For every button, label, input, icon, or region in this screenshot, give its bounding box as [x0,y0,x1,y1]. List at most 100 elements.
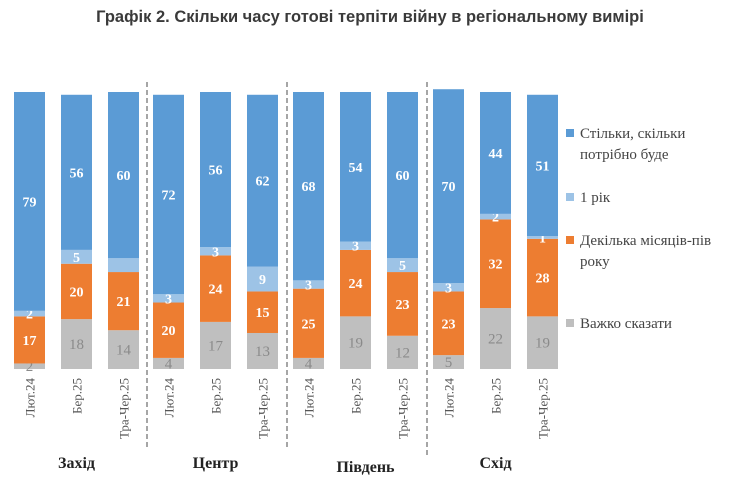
x-tick-label: Бер.25 [70,378,85,414]
data-label: 5 [445,355,453,371]
bar-segment [61,94,92,250]
x-tick-label: Бер.25 [489,378,504,414]
bar-segment [61,319,92,369]
legend-swatch [566,129,574,137]
legend-swatch [566,236,574,244]
bar-segment [340,92,371,242]
bar-segment [433,291,464,356]
data-label: 4 [305,356,313,372]
legend-swatch [566,319,574,327]
bar-segment [153,294,184,303]
bar-segment [200,92,231,248]
bar-segment [14,363,45,369]
data-label: 14 [116,343,132,359]
data-label: 5 [399,259,406,274]
bar-segment [293,288,324,358]
chart-title: Графік 2. Скільки часу готові терпіти ві… [96,8,644,26]
bar-segment [200,247,231,256]
data-label: 70 [442,180,456,195]
legend-label: Стільки, скільки потрібно буде [580,126,685,163]
data-label: 54 [349,161,363,176]
data-label: 4 [165,356,173,372]
data-label: 72 [162,188,176,203]
bar-segment [433,89,464,284]
data-label: 60 [396,169,410,184]
data-label: 3 [165,292,172,307]
data-label: 3 [352,240,359,255]
bar-segment [108,330,139,369]
data-label: 3 [305,279,312,294]
bar-segment [14,92,45,311]
bar-segment [61,249,92,264]
bar-segment [480,308,511,369]
bar-segment [14,316,45,364]
group-label: Центр [193,455,239,472]
bar-segment [153,357,184,369]
x-tick-label: Тра-Чер.25 [256,378,271,439]
x-tick-label: Бер.25 [209,378,224,414]
bar-segment [247,266,278,292]
bar-segment [108,92,139,259]
group-label: Південь [336,459,395,476]
data-label: 51 [536,159,550,174]
data-label: 32 [489,258,503,273]
data-label: 2 [26,359,34,375]
data-label: 79 [23,195,37,210]
data-label: 20 [162,324,176,339]
data-label: 25 [302,317,316,332]
data-label: 3 [445,281,452,296]
data-label: 19 [348,336,363,352]
data-label: 5 [73,251,80,266]
x-tick-label: Тра-Чер.25 [396,378,411,439]
data-label: 9 [259,273,266,288]
data-label: 15 [256,306,270,321]
bar-segment [480,219,511,309]
bar-segment [61,263,92,320]
bar-segment [480,92,511,214]
data-label: 24 [349,277,363,292]
bar-segment [247,332,278,369]
data-label: 3 [212,245,219,260]
x-tick-label: Лют.24 [162,378,177,418]
bar-segment [527,316,558,369]
bar-segment [153,302,184,358]
bar-segment [14,310,45,317]
data-label: 24 [209,283,223,298]
data-label: 2 [26,308,33,323]
data-label: 56 [70,166,84,181]
bar-segment [387,272,418,336]
bar-segment [387,335,418,369]
bar-segment [108,272,139,331]
legend-label: 1 рік [580,190,611,206]
bar-segment [200,255,231,322]
data-label: 28 [536,272,550,287]
x-tick-label: Бер.25 [349,378,364,414]
bar-segment [108,258,139,273]
data-label: 56 [209,164,223,179]
data-label: 23 [396,298,410,313]
data-label: 17 [208,338,224,354]
bar-segment [340,249,371,317]
bar-segment [247,291,278,333]
data-label: 20 [70,285,84,300]
data-label: 62 [256,175,270,190]
bar-segment [480,213,511,220]
bar-segment [153,94,184,295]
data-label: 68 [302,180,316,195]
data-label: 22 [488,332,503,348]
bar-segment [387,92,418,259]
x-tick-label: Тра-Чер.25 [117,378,132,439]
legend-label: Декілька місяців-пів року [580,233,711,270]
data-label: 2 [492,211,499,226]
data-label: 18 [69,337,84,353]
bar-segment [247,94,278,267]
bar-segment [340,241,371,250]
legend-label: Важко сказати [580,316,672,332]
bar-segment [527,238,558,317]
x-tick-label: Лют.24 [302,378,317,418]
data-label: 13 [255,344,270,360]
bar-segment [293,280,324,289]
bar-segment [200,321,231,369]
data-label: 60 [117,169,131,184]
data-label: 19 [535,336,550,352]
